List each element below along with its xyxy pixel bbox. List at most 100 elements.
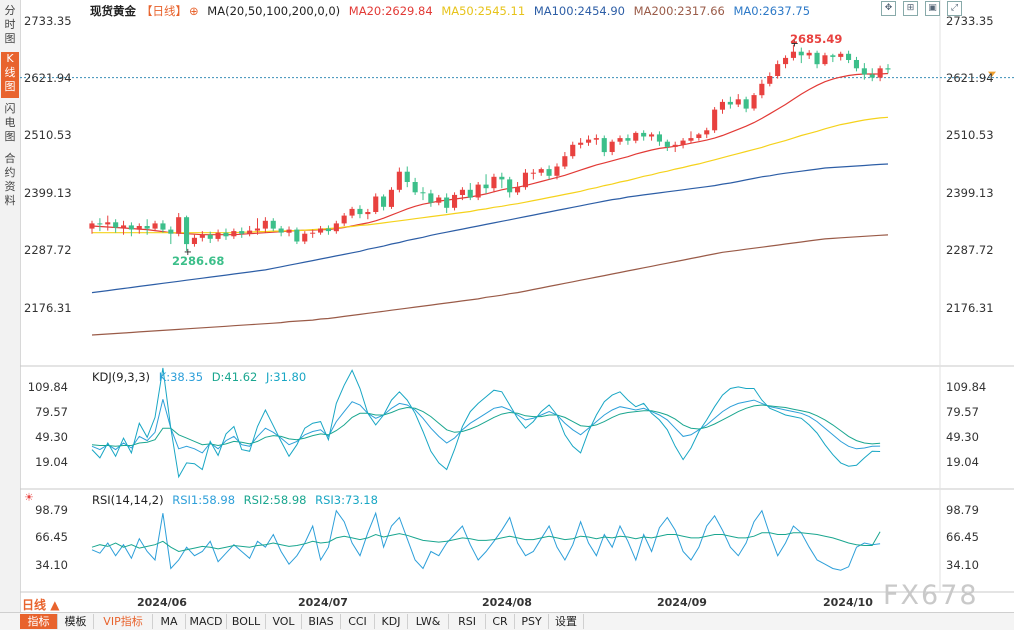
candle-down: [412, 182, 418, 193]
toolbar-item-12[interactable]: CR: [486, 614, 515, 629]
toolbar-item-0[interactable]: 指标: [20, 614, 58, 629]
toolbar-item-14[interactable]: 设置: [549, 614, 584, 629]
toolbar-item-11[interactable]: RSI: [449, 614, 486, 629]
candle-up: [388, 189, 394, 207]
instrument-title: 现货黄金: [90, 4, 136, 18]
candle-up: [231, 231, 237, 237]
toolbar-item-8[interactable]: CCI: [341, 614, 375, 629]
move-icon[interactable]: ✥: [881, 1, 896, 16]
candle-down: [743, 99, 749, 109]
candle-down: [727, 101, 733, 105]
candle-up: [105, 222, 111, 225]
price-axis-label: 2510.53: [946, 128, 994, 143]
fullscreen-icon[interactable]: ⤢: [947, 1, 962, 16]
candle-down: [641, 132, 647, 137]
toolbar-item-2[interactable]: VIP指标: [94, 614, 153, 629]
chart-canvas[interactable]: ++: [20, 0, 1014, 612]
candle-down: [814, 52, 820, 65]
rsi2-value: RSI2:58.98: [243, 493, 307, 507]
kdj-legend: KDJ(9,3,3) K:38.35 D:41.62 J:31.80: [92, 370, 311, 384]
candle-up: [491, 176, 497, 189]
toolbar-item-5[interactable]: BOLL: [227, 614, 266, 629]
candle-up: [593, 138, 599, 140]
candle-up: [586, 139, 592, 143]
candle-down: [207, 234, 213, 239]
candle-up: [719, 101, 725, 110]
ma20-line: [91, 72, 889, 236]
candle-up: [562, 156, 568, 167]
candle-down: [885, 68, 891, 70]
candle-down: [381, 196, 387, 207]
grid: [20, 0, 1014, 593]
add-icon[interactable]: ⊞: [903, 1, 918, 16]
candle-down: [223, 232, 229, 237]
candles: [89, 44, 891, 251]
toolbar-item-13[interactable]: PSY: [515, 614, 549, 629]
ma50-line: [92, 116, 889, 234]
indicator-axis-label: 66.45: [946, 530, 979, 545]
toolbar-item-9[interactable]: KDJ: [375, 614, 408, 629]
ma200-line: [91, 234, 889, 336]
candle-up: [680, 140, 686, 145]
settings-icon[interactable]: ⊕: [189, 4, 199, 18]
kdj-k-line: [91, 399, 881, 454]
toolbar-item-6[interactable]: VOL: [266, 614, 302, 629]
kdj-j-line: [91, 367, 881, 479]
tab-kline[interactable]: K 线 图: [1, 52, 19, 98]
tab-flash[interactable]: 闪 电 图: [4, 102, 16, 143]
period-label: 【日线】: [141, 4, 187, 18]
indicator-toolbar: 指标 模板 VIP指标 MA MACD BOLL VOL BIAS CCI KDJ LW& RSI CR…: [0, 612, 1014, 630]
x-label: 2024/07: [298, 596, 348, 609]
low-marker-icon: +: [184, 247, 192, 258]
candle-down: [184, 217, 190, 245]
tab-contract-info[interactable]: 合 约 资 料: [4, 152, 16, 207]
candle-down: [294, 229, 300, 242]
x-label: 2024/06: [137, 596, 187, 609]
ma-params[interactable]: MA(20,50,100,200,0,0): [207, 4, 341, 18]
candle-down: [664, 141, 670, 147]
candle-up: [302, 233, 308, 242]
candle-down: [507, 179, 513, 193]
candle-up: [373, 196, 379, 212]
indicator-settings-icon[interactable]: ☀: [24, 491, 34, 504]
candle-down: [601, 138, 607, 153]
rsi-title[interactable]: RSI(14,14,2): [92, 493, 164, 507]
candle-down: [546, 169, 552, 176]
candle-up: [286, 229, 292, 233]
candle-up: [254, 228, 260, 231]
toolbar-item-7[interactable]: BIAS: [302, 614, 341, 629]
candle-up: [121, 225, 127, 228]
indicator-axis-label: 49.30: [35, 430, 68, 444]
candle-up: [459, 189, 465, 195]
candle-up: [310, 232, 316, 234]
candle-up: [704, 130, 710, 135]
indicator-axis-label: 109.84: [946, 380, 987, 394]
candle-up: [176, 217, 182, 234]
candle-up: [152, 223, 158, 229]
candle-up: [554, 166, 560, 176]
x-label: 2024/08: [482, 596, 532, 609]
kdj-title[interactable]: KDJ(9,3,3): [92, 370, 151, 384]
candle-up: [578, 142, 584, 145]
candle-down: [830, 55, 836, 57]
candle-up: [136, 226, 142, 230]
toolbar-item-1[interactable]: 模板: [58, 614, 94, 629]
candle-down: [467, 189, 473, 198]
candle-down: [625, 138, 631, 141]
indicator-axis-label: 109.84: [27, 380, 68, 394]
toolbar-item-4[interactable]: MACD: [186, 614, 227, 629]
candle-up: [538, 169, 544, 173]
toolbar-item-3[interactable]: MA: [153, 614, 186, 629]
candle-up: [609, 141, 615, 152]
candle-down: [128, 225, 134, 230]
candle-up: [396, 171, 402, 190]
candle-up: [191, 237, 197, 244]
kdj-d-line: [91, 404, 881, 447]
candle-up: [822, 55, 828, 65]
period-selector[interactable]: 日线 ▲: [22, 596, 59, 613]
kdj-d-value: D:41.62: [211, 370, 258, 384]
toolbar-item-10[interactable]: LW&: [408, 614, 449, 629]
indicator-axis-label: 98.79: [35, 503, 68, 517]
tab-timeshare[interactable]: 分 时 图: [4, 4, 16, 45]
restore-icon[interactable]: ▣: [925, 1, 940, 16]
